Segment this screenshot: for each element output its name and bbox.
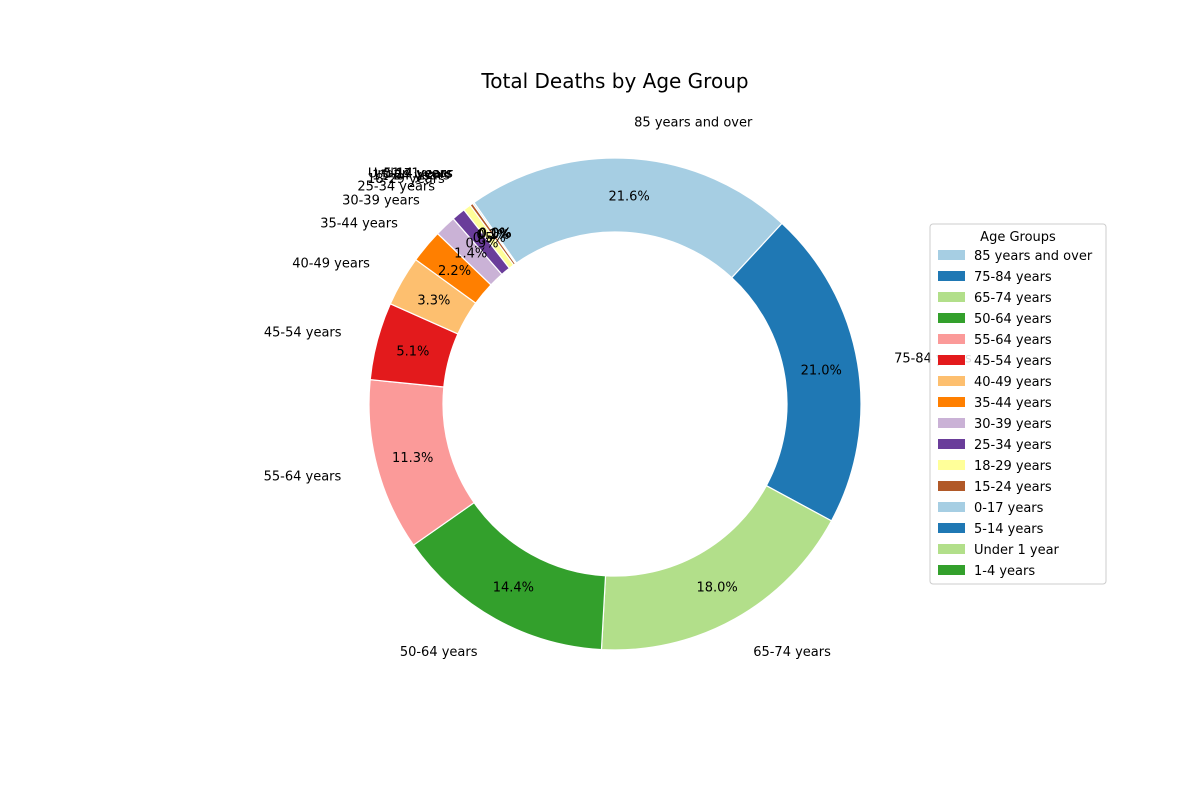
legend-swatch-45-54-years xyxy=(938,355,965,365)
outer-label-40-49-years: 40-49 years xyxy=(292,257,370,272)
legend-label-85-years-and-over: 85 years and over xyxy=(974,249,1093,264)
outer-label-85-years-and-over: 85 years and over xyxy=(634,116,753,131)
outer-label-1-4-years: 1-4 years xyxy=(392,166,453,181)
legend-label-0-17-years: 0-17 years xyxy=(974,501,1044,516)
legend-swatch-85-years-and-over xyxy=(938,250,965,260)
outer-label-18-29-years: 18-29 years xyxy=(367,172,445,187)
outer-label-65-74-years: 65-74 years xyxy=(753,645,831,660)
percent-label-5-14-years: 0.0% xyxy=(479,227,512,242)
legend-swatch-40-49-years xyxy=(938,376,965,386)
outer-label-50-64-years: 50-64 years xyxy=(400,645,478,660)
percent-label-85-years-and-over: 21.6% xyxy=(608,189,649,204)
legend-swatch-0-17-years xyxy=(938,502,965,512)
outer-label-30-39-years: 30-39 years xyxy=(342,193,420,208)
slice-85-years-and-over xyxy=(473,157,783,279)
legend-swatch-18-29-years xyxy=(938,460,965,470)
legend-swatch-25-34-years xyxy=(938,439,965,449)
chart-title: Total Deaths by Age Group xyxy=(480,69,748,93)
percent-labels: 21.6% 21.0% 18.0% 14.4% 11.3% 5.1% 3.3% 2.2% 1.4… xyxy=(392,189,842,595)
percent-label-0-17-years: 0.1% xyxy=(478,227,511,242)
legend-swatch-1-4-years xyxy=(938,565,965,575)
legend-swatch-65-74-years xyxy=(938,292,965,302)
legend-label-50-64-years: 50-64 years xyxy=(974,312,1052,327)
outer-label-under-1-year: Under 1 year xyxy=(368,166,454,181)
legend-label-55-64-years: 55-64 years xyxy=(974,333,1052,348)
legend-box xyxy=(929,223,1107,585)
outer-label-0-17-years: 0-17 years xyxy=(383,167,453,182)
legend-swatch-75-84-years xyxy=(938,271,965,281)
percent-label-under-1-year: 0.0% xyxy=(479,227,512,242)
legend: Age Groups 85 years and over 75-84 years 6… xyxy=(929,223,1107,585)
legend-swatch-35-44-years xyxy=(938,397,965,407)
percent-label-55-64-years: 11.3% xyxy=(392,451,433,466)
percent-label-65-74-years: 18.0% xyxy=(696,580,737,595)
legend-label-45-54-years: 45-54 years xyxy=(974,354,1052,369)
legend-label-65-74-years: 65-74 years xyxy=(974,291,1052,306)
legend-items: 85 years and over 75-84 years 65-74 years 5… xyxy=(938,249,1093,579)
outer-label-55-64-years: 55-64 years xyxy=(264,470,342,485)
percent-label-35-44-years: 2.2% xyxy=(438,264,471,279)
outer-label-35-44-years: 35-44 years xyxy=(320,217,398,232)
legend-swatch-55-64-years xyxy=(938,334,965,344)
percent-label-75-84-years: 21.0% xyxy=(801,364,842,379)
legend-label-15-24-years: 15-24 years xyxy=(974,480,1052,495)
legend-label-5-14-years: 5-14 years xyxy=(974,522,1044,537)
outer-label-45-54-years: 45-54 years xyxy=(264,325,342,340)
percent-label-40-49-years: 3.3% xyxy=(417,294,450,309)
outer-label-15-24-years: 15-24 years xyxy=(372,168,450,183)
legend-label-40-49-years: 40-49 years xyxy=(974,375,1052,390)
legend-label-18-29-years: 18-29 years xyxy=(974,459,1052,474)
percent-label-18-29-years: 0.5% xyxy=(473,231,506,246)
legend-swatch-5-14-years xyxy=(938,523,965,533)
legend-swatch-under-1-year xyxy=(938,544,965,554)
legend-label-30-39-years: 30-39 years xyxy=(974,417,1052,432)
outer-label-5-14-years: 5-14 years xyxy=(383,166,453,181)
slice-0-17-years xyxy=(471,201,518,265)
percent-label-45-54-years: 5.1% xyxy=(396,344,429,359)
legend-label-25-34-years: 25-34 years xyxy=(974,438,1052,453)
legend-swatch-30-39-years xyxy=(938,418,965,428)
percent-label-50-64-years: 14.4% xyxy=(493,581,534,596)
legend-swatch-50-64-years xyxy=(938,313,965,323)
percent-label-30-39-years: 1.4% xyxy=(454,247,487,262)
legend-label-under-1-year: Under 1 year xyxy=(974,543,1060,558)
percent-label-1-4-years: 0.0% xyxy=(479,227,512,242)
slices xyxy=(368,157,862,651)
legend-label-75-84-years: 75-84 years xyxy=(974,270,1052,285)
legend-title: Age Groups xyxy=(980,230,1056,245)
legend-swatch-15-24-years xyxy=(938,481,965,491)
percent-label-25-34-years: 0.9% xyxy=(465,237,498,252)
slice-65-74-years xyxy=(600,484,833,651)
outer-label-25-34-years: 25-34 years xyxy=(357,180,435,195)
legend-label-35-44-years: 35-44 years xyxy=(974,396,1052,411)
legend-label-1-4-years: 1-4 years xyxy=(974,564,1035,579)
percent-label-15-24-years: 0.2% xyxy=(476,228,509,243)
